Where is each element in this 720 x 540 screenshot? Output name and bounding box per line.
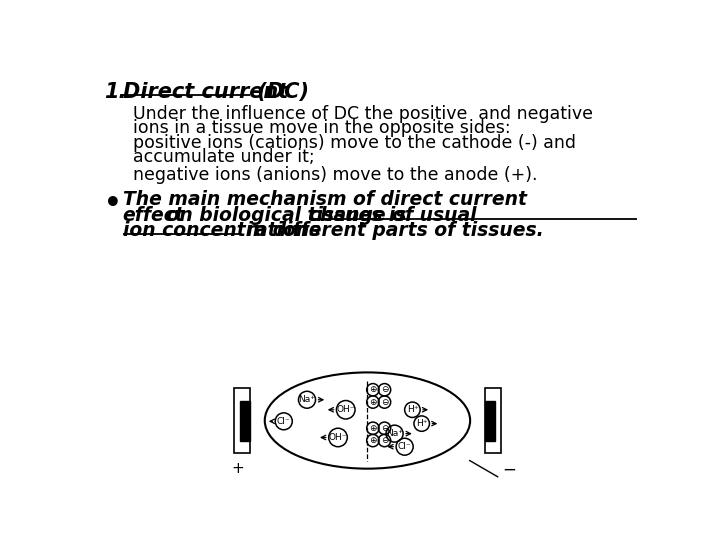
Text: Cl⁻: Cl⁻: [398, 442, 411, 451]
Text: ⊖: ⊖: [381, 436, 388, 445]
Text: Direct current: Direct current: [122, 82, 288, 102]
Text: Cl⁻: Cl⁻: [277, 417, 291, 426]
Text: Na⁺: Na⁺: [299, 395, 315, 404]
Text: ions in a tissue move in the opposite sides:: ions in a tissue move in the opposite si…: [132, 119, 510, 137]
Text: ⊕: ⊕: [369, 436, 377, 445]
Text: negative ions (anions) move to the anode (+).: negative ions (anions) move to the anode…: [132, 166, 537, 185]
Text: in different parts of tissues.: in different parts of tissues.: [240, 221, 544, 240]
Text: OH⁻: OH⁻: [329, 433, 347, 442]
Text: ⊕: ⊕: [369, 397, 377, 407]
Text: H⁺: H⁺: [416, 419, 428, 428]
Text: (DC): (DC): [251, 82, 310, 102]
Text: •: •: [104, 190, 122, 218]
Text: ion concentrations: ion concentrations: [122, 221, 320, 240]
Text: Under the influence of DC the positive  and negative: Under the influence of DC the positive a…: [132, 105, 593, 123]
Text: on biological tissues is: on biological tissues is: [160, 206, 413, 225]
Bar: [240, 401, 250, 441]
Text: −: −: [503, 461, 516, 478]
Text: The main mechanism of direct current: The main mechanism of direct current: [122, 190, 526, 210]
Text: change of usual: change of usual: [310, 206, 477, 225]
Text: effect: effect: [122, 206, 184, 225]
Text: OH⁻: OH⁻: [336, 405, 355, 414]
Bar: [485, 401, 495, 441]
Text: 1.: 1.: [104, 82, 126, 102]
Text: ⊕: ⊕: [369, 424, 377, 433]
Text: ⊖: ⊖: [381, 397, 388, 407]
Text: ⊖: ⊖: [381, 385, 388, 394]
Text: ⊕: ⊕: [369, 385, 377, 394]
Text: positive ions (cations) move to the cathode (-) and: positive ions (cations) move to the cath…: [132, 134, 575, 152]
Text: Na⁺: Na⁺: [386, 429, 403, 438]
Text: accumulate under it;: accumulate under it;: [132, 148, 314, 166]
Bar: [485, 388, 500, 453]
Text: H⁺: H⁺: [407, 405, 418, 414]
Text: ⊖: ⊖: [381, 424, 388, 433]
Bar: [234, 388, 250, 453]
Text: +: +: [231, 461, 244, 476]
